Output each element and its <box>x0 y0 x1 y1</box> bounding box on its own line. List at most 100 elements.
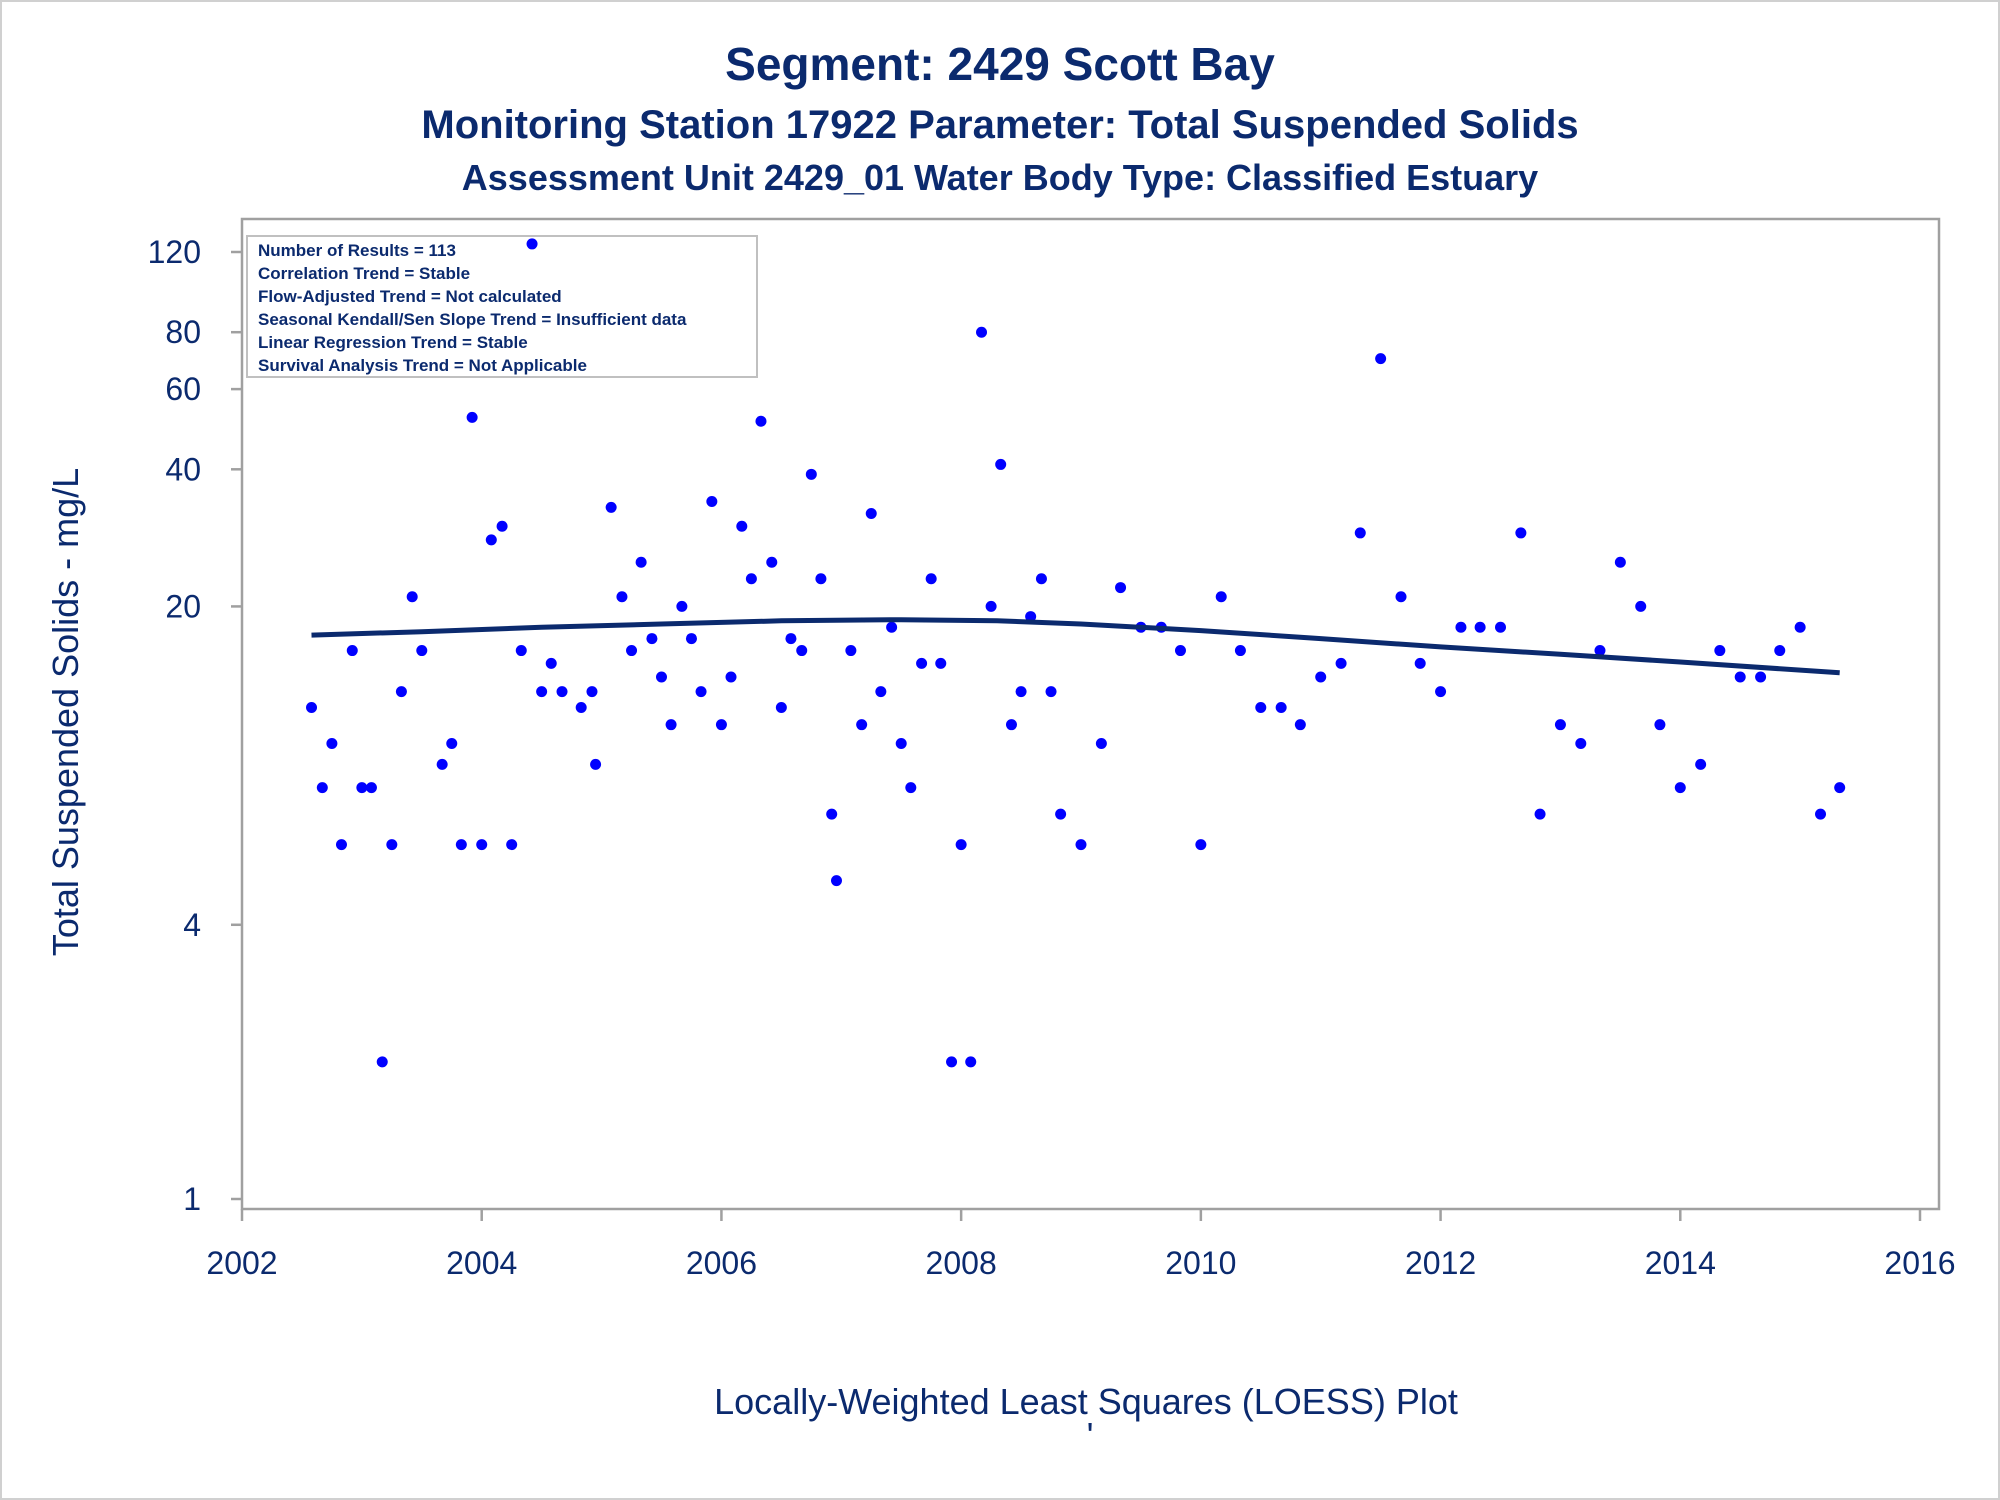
data-point <box>905 782 917 794</box>
data-point <box>306 701 318 713</box>
stats-line: Number of Results = 113 <box>258 241 456 260</box>
data-points <box>306 238 1846 1068</box>
data-point <box>356 782 368 794</box>
data-point <box>1695 758 1707 770</box>
data-point <box>856 719 868 731</box>
stats-line: Flow-Adjusted Trend = Not calculated <box>258 287 562 306</box>
y-axis: 1 4 20 40 60 80 120 <box>148 234 242 1217</box>
stats-line: Linear Regression Trend = Stable <box>258 333 528 352</box>
data-point <box>1435 686 1447 698</box>
data-point <box>895 738 907 750</box>
data-point <box>1774 645 1786 657</box>
data-point <box>1315 671 1327 683</box>
y-tick-label: 120 <box>148 234 201 270</box>
data-point <box>376 1056 388 1068</box>
footer-caption: Locally-Weighted Least Squares (LOESS) P… <box>714 1381 1458 1422</box>
data-point <box>1494 621 1506 633</box>
data-point <box>916 657 928 669</box>
data-point <box>586 686 598 698</box>
data-point <box>1575 738 1587 750</box>
data-point <box>575 701 587 713</box>
data-point <box>685 633 697 645</box>
data-point <box>466 411 478 423</box>
data-point <box>515 645 527 657</box>
x-tick-label: 2004 <box>446 1245 517 1281</box>
data-point <box>626 645 638 657</box>
data-point <box>386 839 398 851</box>
data-point <box>995 458 1007 470</box>
data-point <box>1834 782 1846 794</box>
stats-line: Survival Analysis Trend = Not Applicable <box>258 356 587 375</box>
data-point <box>736 520 748 532</box>
data-point <box>865 507 877 519</box>
y-tick-label: 60 <box>165 371 201 407</box>
data-point <box>1115 582 1127 594</box>
data-point <box>796 645 808 657</box>
data-point <box>665 719 677 731</box>
data-point <box>496 520 508 532</box>
data-point <box>695 686 707 698</box>
chart-subtitle-2: Assessment Unit 2429_01 Water Body Type:… <box>462 157 1538 198</box>
data-point <box>1635 600 1647 612</box>
data-point <box>485 534 497 546</box>
plot-area <box>240 217 1941 1211</box>
x-tick-label: 2010 <box>1165 1245 1236 1281</box>
data-point <box>635 556 647 568</box>
data-point <box>326 738 338 750</box>
data-point <box>965 1056 977 1068</box>
data-point <box>605 501 617 513</box>
data-point <box>676 600 688 612</box>
data-point <box>506 839 518 851</box>
data-point <box>845 645 857 657</box>
data-point <box>1534 808 1546 820</box>
data-point <box>1554 719 1566 731</box>
stats-line: Correlation Trend = Stable <box>258 264 470 283</box>
data-point <box>1095 738 1107 750</box>
data-point <box>1045 686 1057 698</box>
data-point <box>755 415 767 427</box>
data-point <box>1455 621 1467 633</box>
data-point <box>416 645 428 657</box>
data-point <box>1734 671 1746 683</box>
data-point <box>446 738 458 750</box>
chart-subtitle: Monitoring Station 17922 Parameter: Tota… <box>421 103 1578 147</box>
data-point <box>1025 611 1037 623</box>
data-point <box>1075 839 1087 851</box>
data-point <box>545 657 557 669</box>
data-point <box>1055 808 1067 820</box>
data-point <box>976 326 988 338</box>
data-point <box>1614 556 1626 568</box>
y-tick-label: 20 <box>165 588 201 624</box>
x-tick-label: 2012 <box>1405 1245 1476 1281</box>
data-point <box>775 701 787 713</box>
footer-mark: ' <box>1087 1415 1094 1456</box>
data-point <box>395 686 407 698</box>
data-point <box>1354 527 1366 539</box>
data-point <box>985 600 997 612</box>
data-point <box>935 657 947 669</box>
data-point <box>1794 621 1806 633</box>
loess-line <box>311 617 1840 676</box>
data-point <box>1255 701 1267 713</box>
data-point <box>655 671 667 683</box>
data-point <box>875 686 887 698</box>
data-point <box>946 1056 958 1068</box>
data-point <box>1395 591 1407 603</box>
data-point <box>365 782 377 794</box>
data-point <box>590 758 602 770</box>
data-point <box>1654 719 1666 731</box>
data-point <box>830 875 842 887</box>
y-tick-label: 1 <box>183 1181 201 1217</box>
data-point <box>406 591 418 603</box>
data-point <box>436 758 448 770</box>
data-point <box>815 573 827 585</box>
chart-title: Segment: 2429 Scott Bay <box>725 38 1275 90</box>
x-axis: 2002 2004 2006 2008 2010 2012 2014 2016 <box>206 1209 1956 1281</box>
data-point <box>1294 719 1306 731</box>
data-point <box>785 633 797 645</box>
x-tick-label: 2006 <box>686 1245 757 1281</box>
x-tick-label: 2016 <box>1884 1245 1955 1281</box>
data-point <box>805 468 817 480</box>
data-point <box>886 621 898 633</box>
data-point <box>745 573 757 585</box>
